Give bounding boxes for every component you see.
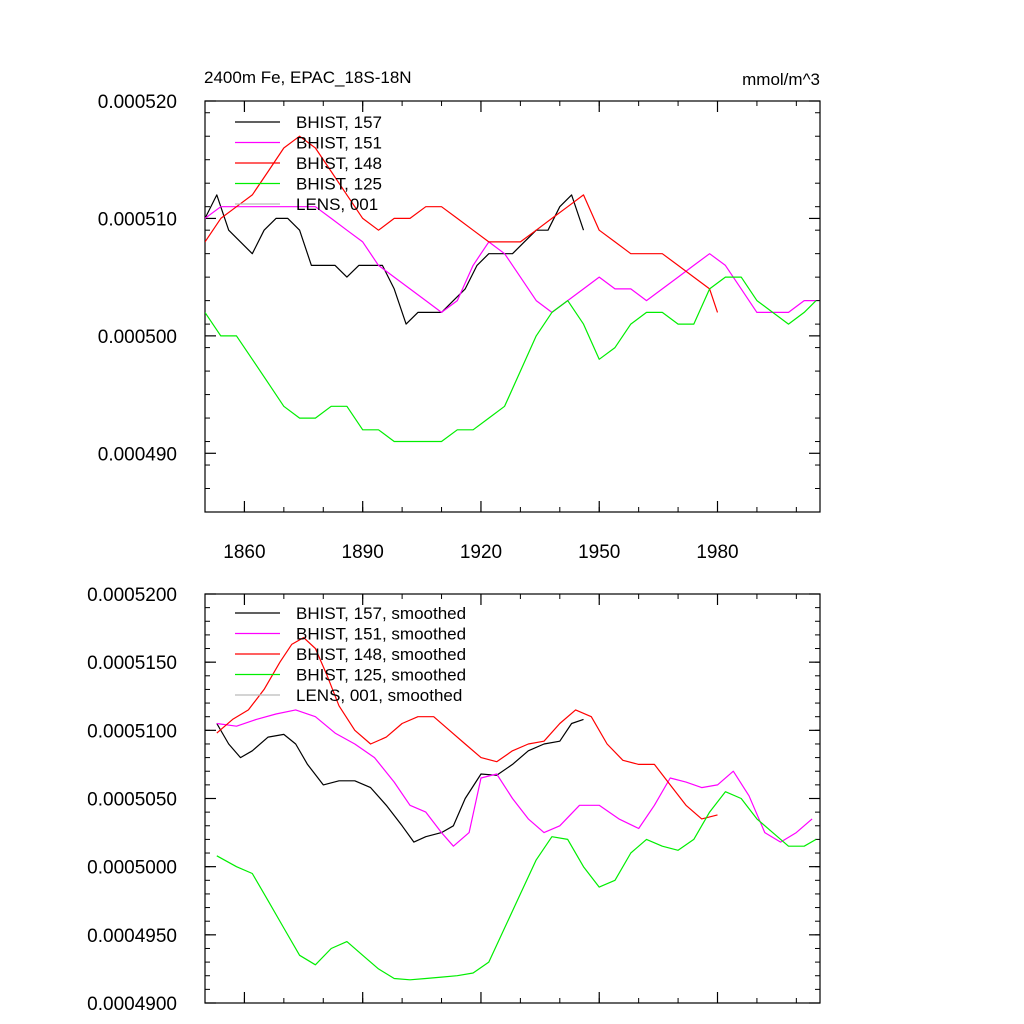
y-tick-label: 0.0005150 (87, 653, 177, 674)
legend-label: LENS, 001 (296, 195, 378, 214)
series-line-bhist-125-smoothed (216, 791, 817, 981)
series-group (216, 636, 817, 981)
series-line-bhist-148-smoothed (216, 636, 718, 820)
legend-label: BHIST, 157, smoothed (296, 604, 466, 623)
x-tick-label: 1920 (460, 542, 502, 563)
x-tick-label: 1860 (223, 542, 265, 563)
legend-label: BHIST, 157 (296, 113, 382, 132)
series-line-bhist-151-smoothed (216, 709, 813, 847)
series-line-bhist-151 (205, 206, 817, 313)
y-tick-label: 0.0005100 (87, 721, 177, 742)
y-tick-label: 0.0004900 (87, 994, 177, 1015)
legend-label: BHIST, 125, smoothed (296, 666, 466, 685)
legend-label: BHIST, 151, smoothed (296, 625, 466, 644)
legend-label: BHIST, 148 (296, 154, 382, 173)
series-group (205, 135, 817, 443)
x-tick-label: 1980 (696, 542, 738, 563)
legend-label: LENS, 001, smoothed (296, 686, 462, 705)
y-tick-label: 0.000490 (98, 444, 177, 465)
top-chart-panel: 2400m Fe, EPAC_18S-18N mmol/m^3 1860 1890… (98, 68, 821, 563)
bottom-chart-panel: 0.0004900 0.0004950 0.0005000 0.0005050 0.00… (87, 585, 821, 1015)
series-line-bhist-148 (205, 135, 719, 313)
chart-title: 2400m Fe, EPAC_18S-18N (204, 68, 412, 87)
y-tick-label: 0.0005050 (87, 790, 177, 811)
series-line-bhist-157 (205, 194, 585, 325)
x-tick-label: 1890 (342, 542, 384, 563)
units-label: mmol/m^3 (742, 70, 820, 89)
y-tick-label: 0.0004950 (87, 926, 177, 947)
legend-label: BHIST, 148, smoothed (296, 645, 466, 664)
y-tick-label: 0.0005000 (87, 858, 177, 879)
series-line-bhist-157-smoothed (216, 718, 584, 843)
legend-label: BHIST, 125 (296, 175, 382, 194)
x-tick-label: 1950 (578, 542, 620, 563)
legend-label: BHIST, 151 (296, 134, 382, 153)
y-tick-label: 0.0005200 (87, 585, 177, 606)
plot-frame (204, 100, 821, 513)
y-tick-label: 0.000520 (98, 92, 177, 113)
y-tick-label: 0.000500 (98, 327, 177, 348)
y-tick-label: 0.000510 (98, 209, 177, 230)
series-line-bhist-125 (205, 276, 817, 443)
